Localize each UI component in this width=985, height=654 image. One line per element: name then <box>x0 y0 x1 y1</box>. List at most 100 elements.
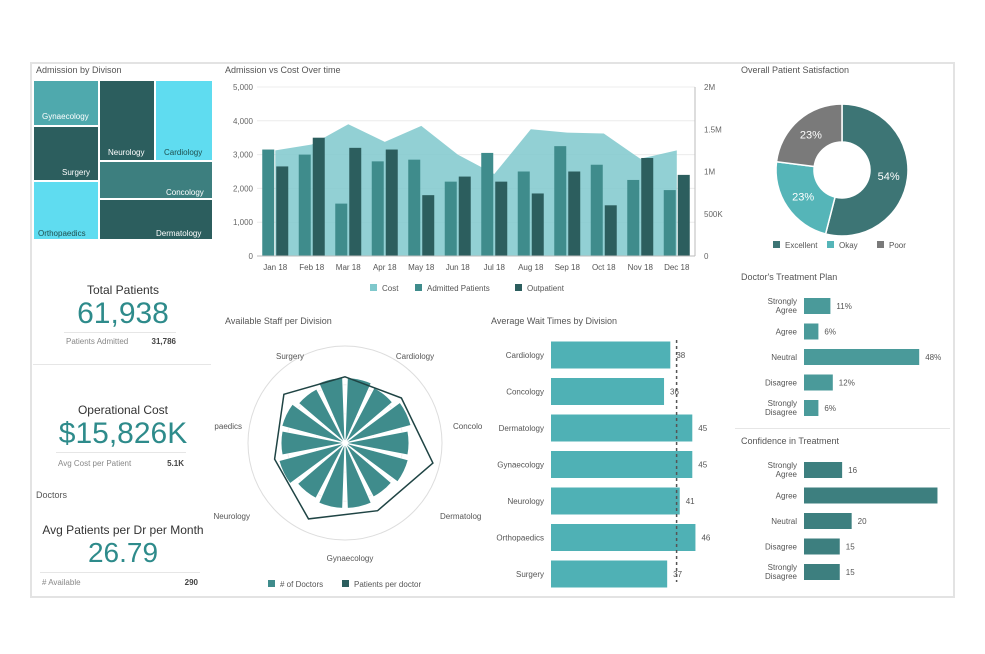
admission-treemap: Gynaecology Neurology Cardiology Surgery… <box>33 80 213 240</box>
x-tick-label: Sep 18 <box>555 263 581 272</box>
admitted-bar <box>627 179 640 256</box>
treemap-cell-orthopaedics[interactable]: Orthopaedics <box>33 181 99 240</box>
bar <box>551 560 668 588</box>
legend-swatch <box>877 241 884 248</box>
category-label: Concology <box>506 388 544 397</box>
admission-cost-title: Admission vs Cost Over time <box>225 65 341 75</box>
outpatient-bar <box>604 205 617 256</box>
category-label: Disagree <box>765 543 798 552</box>
legend-swatch <box>515 284 522 291</box>
doctors-sector <box>344 442 372 509</box>
outpatient-bar <box>312 137 325 256</box>
data-label: 16 <box>848 466 857 475</box>
doctors-sector <box>344 401 412 444</box>
doctors-sector <box>297 388 346 444</box>
patients-per-doctor-line <box>273 376 434 520</box>
available-label: # Available <box>42 578 81 587</box>
category-label: Disagree <box>765 408 798 417</box>
bar <box>804 374 833 391</box>
legend-label: Outpatient <box>527 284 565 293</box>
data-label: 36 <box>670 388 679 397</box>
x-tick-label: Jul 18 <box>484 263 506 272</box>
treemap-cell-cardiology[interactable]: Cardiology <box>155 80 213 161</box>
patients-admitted-label: Patients Admitted <box>66 337 129 346</box>
legend-swatch <box>827 241 834 248</box>
legend-swatch <box>370 284 377 291</box>
treemap-cell-gynaecology[interactable]: Gynaecology <box>33 80 99 126</box>
category-label: Cardiology <box>506 351 544 360</box>
category-label: Strongly <box>768 399 797 408</box>
x-tick-label: Mar 18 <box>336 263 361 272</box>
category-label: Strongly <box>768 563 797 572</box>
category-label: Orthopaedics <box>496 534 544 543</box>
legend-label: Excellent <box>785 241 818 250</box>
doctors-sector <box>281 403 346 444</box>
legend-label: Admitted Patients <box>427 284 490 293</box>
category-label: paedics <box>214 422 242 431</box>
staff-polar-chart: 4020SurgeryCardiologyConcoloDermatologGy… <box>214 345 483 589</box>
outpatient-bar <box>458 176 471 256</box>
avg-patients-label: Avg Patients per Dr per Month <box>42 523 204 537</box>
slice-label: 54% <box>878 171 900 183</box>
legend-swatch <box>268 580 275 587</box>
y-tick-label: 3,000 <box>233 151 254 160</box>
data-label: 41 <box>686 497 695 506</box>
x-tick-label: Feb 18 <box>299 263 324 272</box>
satisfaction-title: Overall Patient Satisfaction <box>741 65 850 75</box>
bar <box>804 400 819 416</box>
category-label: Agree <box>776 470 798 479</box>
data-label: 15 <box>846 568 855 577</box>
category-label: Cardiology <box>396 352 434 361</box>
operational-cost-card: Operational Cost $15,826K <box>33 403 213 451</box>
category-label: Neurology <box>508 497 544 506</box>
data-label: 45 <box>698 461 707 470</box>
bar <box>551 341 671 369</box>
category-label: Neutral <box>771 353 797 362</box>
admission-cost-chart: 0 1,000 2,000 3,000 4,000 5,000 0 500K 1M 1.5M 2M J… <box>233 83 723 293</box>
staff-title: Available Staff per Division <box>225 316 332 326</box>
legend-label: Cost <box>382 284 399 293</box>
doctors-section-title: Doctors <box>36 490 68 500</box>
data-label: 45 <box>698 424 707 433</box>
data-label: 6% <box>824 328 836 337</box>
doctors-sector <box>318 442 346 509</box>
x-tick-label: Nov 18 <box>628 263 654 272</box>
admitted-bar <box>298 154 311 256</box>
treemap-cell-concology[interactable]: Concology <box>99 161 213 199</box>
bar <box>804 349 920 365</box>
bar <box>804 487 938 504</box>
admitted-bar <box>663 190 676 256</box>
treemap-cell-surgery[interactable]: Surgery <box>33 126 99 181</box>
avg-patients-value: 26.79 <box>87 537 159 568</box>
category-label: Dermatolog <box>440 512 481 521</box>
category-label: Strongly <box>768 297 797 306</box>
divider <box>40 572 200 573</box>
bar <box>551 378 665 405</box>
bar <box>804 538 840 555</box>
treemap-cell-neurology[interactable]: Neurology <box>99 80 155 161</box>
divider <box>735 428 950 429</box>
y-tick-label: 2,000 <box>233 184 254 193</box>
legend-label: Patients per doctor <box>354 580 421 589</box>
doctors-card: Avg Patients per Dr per Month 26.79 <box>33 523 213 569</box>
outpatient-bar <box>385 149 398 256</box>
admitted-bar <box>554 146 567 256</box>
doctors-sector <box>344 430 410 456</box>
operational-cost-label: Operational Cost <box>77 403 169 417</box>
outpatient-bar <box>568 171 581 256</box>
available-value: 290 <box>184 578 198 587</box>
admitted-bar <box>335 203 348 256</box>
wait-times-chart: Cardiology 38 Concology 36 Dermatology 45 Gyna… <box>496 340 711 588</box>
bar <box>804 323 819 340</box>
category-label: Surgery <box>276 352 304 361</box>
y2-tick-label: 1.5M <box>704 125 722 134</box>
admitted-bar <box>444 181 457 256</box>
treemap-cell-dermatology[interactable]: Dermatology <box>99 199 213 240</box>
confidence-title: Confidence in Treatment <box>741 436 840 446</box>
outpatient-bar <box>641 157 654 256</box>
legend-swatch <box>773 241 780 248</box>
data-label: 12% <box>839 379 855 388</box>
category-label: Disagree <box>765 572 798 581</box>
admitted-bar <box>262 149 275 256</box>
treatment-plan-title: Doctor's Treatment Plan <box>741 272 838 282</box>
